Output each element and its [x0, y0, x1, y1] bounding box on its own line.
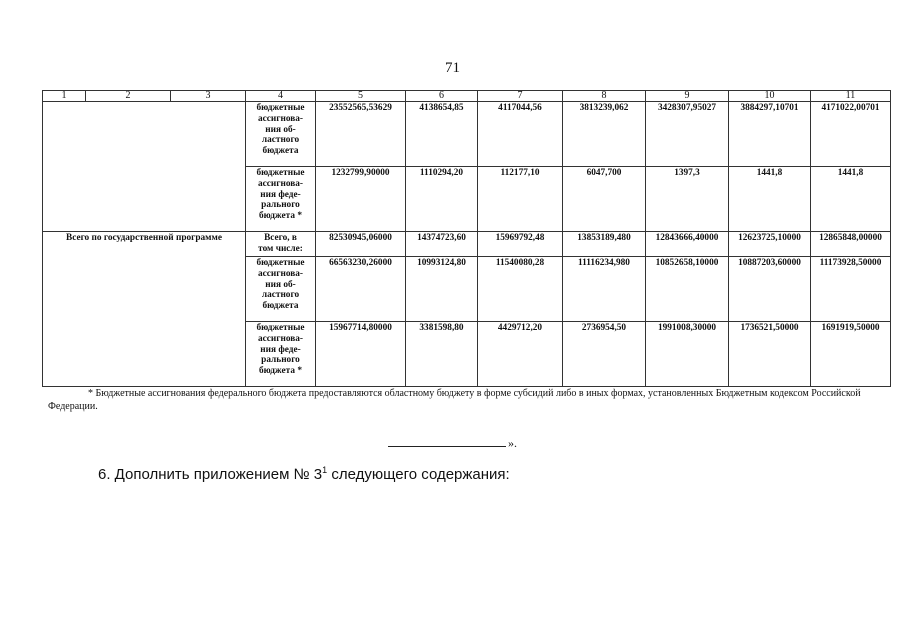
- heading-text: 6. Дополнить приложением № 3: [98, 466, 323, 483]
- value-cell: 4117044,56: [477, 101, 563, 167]
- value-cell: 3813239,062: [562, 101, 646, 167]
- value-cell: 1232799,90000: [315, 166, 406, 232]
- signature-line: [388, 446, 506, 447]
- table-row: бюджетные ассигнова- ния феде- рального …: [43, 321, 891, 387]
- value-cell: 3381598,80: [405, 321, 478, 387]
- col-header: 10: [728, 90, 811, 102]
- value-cell: 11540080,28: [477, 256, 563, 322]
- heading-tail: следующего содержания:: [327, 466, 510, 483]
- value-cell: 66563230,26000: [315, 256, 406, 322]
- value-cell: 82530945,06000: [315, 231, 406, 257]
- value-cell: 11173928,50000: [810, 256, 891, 322]
- program-cell: [42, 101, 246, 232]
- value-cell: 11116234,980: [562, 256, 646, 322]
- section-heading: 6. Дополнить приложением № 31 следующего…: [98, 465, 510, 483]
- footnote: * Бюджетные ассигнования федерального бю…: [48, 388, 861, 412]
- closing-mark: ».: [508, 436, 517, 450]
- table-row: Всего по государственной программе Всего,…: [42, 231, 891, 387]
- col-header: 5: [315, 90, 406, 102]
- value-cell: 1736521,50000: [728, 321, 811, 387]
- value-cell: 14374723,60: [405, 231, 478, 257]
- table-row: бюджетные ассигнова- ния феде- рального …: [43, 166, 891, 232]
- value-cell: 1441,8: [728, 166, 811, 232]
- value-cell: 1991008,30000: [645, 321, 729, 387]
- value-cell: 10993124,80: [405, 256, 478, 322]
- value-cell: 1110294,20: [405, 166, 478, 232]
- col-header: 3: [170, 90, 246, 102]
- funding-source-label: Всего, в том числе:: [245, 231, 316, 257]
- value-cell: 4171022,00701: [810, 101, 891, 167]
- budget-table: 1 2 3 4 5 6 7 8 9 10 11 бюджетные ассигн…: [42, 90, 891, 387]
- value-cell: 4138654,85: [405, 101, 478, 167]
- value-cell: 3428307,95027: [645, 101, 729, 167]
- funding-source-label: бюджетные ассигнова- ния феде- рального …: [245, 166, 316, 232]
- col-header: 4: [245, 90, 316, 102]
- value-cell: 12865848,00000: [810, 231, 891, 257]
- value-cell: 13853189,480: [562, 231, 646, 257]
- table-row: бюджетные ассигнова- ния об- ластного бю…: [42, 101, 891, 232]
- value-cell: 1397,3: [645, 166, 729, 232]
- funding-source-label: бюджетные ассигнова- ния феде- рального …: [245, 321, 316, 387]
- value-cell: 15967714,80000: [315, 321, 406, 387]
- col-header: 9: [645, 90, 729, 102]
- value-cell: 1441,8: [810, 166, 891, 232]
- value-cell: 10887203,60000: [728, 256, 811, 322]
- heading-superscript: 1: [322, 465, 328, 475]
- value-cell: 4429712,20: [477, 321, 563, 387]
- closing-line: ».: [388, 436, 517, 451]
- program-cell: Всего по государственной программе: [42, 231, 246, 387]
- value-cell: 112177,10: [477, 166, 563, 232]
- value-cell: 10852658,10000: [645, 256, 729, 322]
- value-cell: 6047,700: [562, 166, 646, 232]
- col-header: 7: [477, 90, 563, 102]
- page-number: 71: [445, 60, 460, 76]
- value-cell: 1691919,50000: [810, 321, 891, 387]
- col-header: 1: [42, 90, 86, 102]
- value-cell: 3884297,10701: [728, 101, 811, 167]
- value-cell: 2736954,50: [562, 321, 646, 387]
- value-cell: 15969792,48: [477, 231, 563, 257]
- funding-source-label: бюджетные ассигнова- ния об- ластного бю…: [245, 256, 316, 322]
- col-header: 2: [85, 90, 171, 102]
- funding-source-label: бюджетные ассигнова- ния об- ластного бю…: [245, 101, 316, 167]
- value-cell: 12623725,10000: [728, 231, 811, 257]
- table-header-row: 1 2 3 4 5 6 7 8 9 10 11: [42, 90, 891, 102]
- col-header: 8: [562, 90, 646, 102]
- value-cell: 23552565,53629: [315, 101, 406, 167]
- col-header: 6: [405, 90, 478, 102]
- value-cell: 12843666,40000: [645, 231, 729, 257]
- col-header: 11: [810, 90, 891, 102]
